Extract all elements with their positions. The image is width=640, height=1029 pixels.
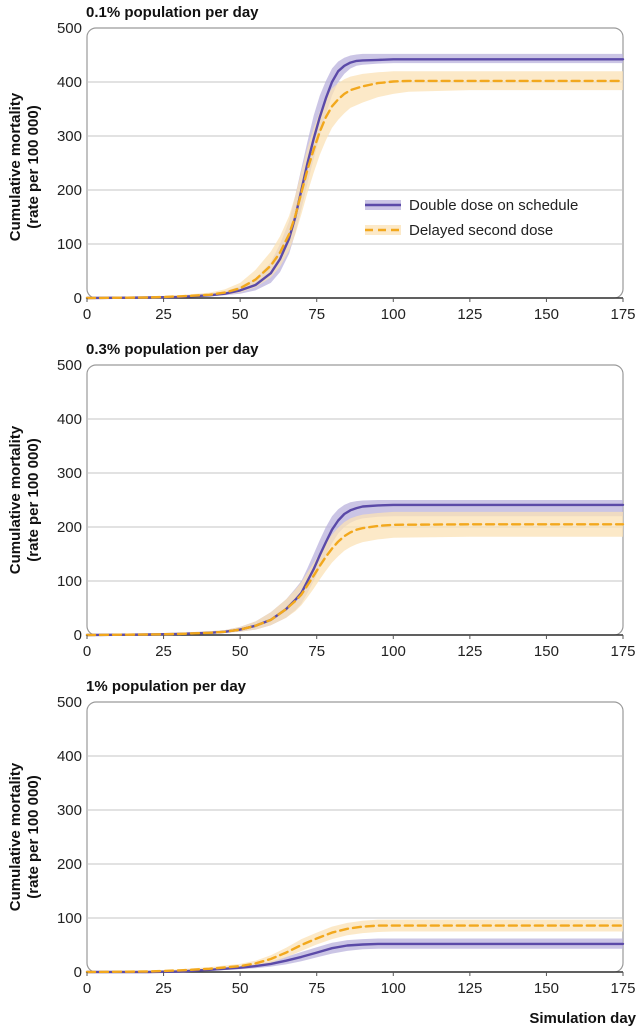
x-tick-label: 25 xyxy=(155,643,172,660)
x-tick-label: 150 xyxy=(534,306,559,323)
y-tick-label: 200 xyxy=(57,182,82,199)
x-tick-label: 75 xyxy=(308,306,325,323)
panel-title: 1% population per day xyxy=(86,678,247,695)
x-tick-label: 50 xyxy=(232,643,249,660)
x-tick-label: 125 xyxy=(457,306,482,323)
y-tick-label: 200 xyxy=(57,519,82,536)
series-line-delayed xyxy=(85,79,625,300)
y-tick-label: 100 xyxy=(57,236,82,253)
panel-title: 0.1% population per day xyxy=(86,4,259,21)
x-tick-label: 150 xyxy=(534,643,559,660)
plot-area xyxy=(85,701,625,974)
x-tick-label: 75 xyxy=(308,643,325,660)
x-tick-label: 100 xyxy=(381,980,406,997)
y-tick-label: 500 xyxy=(57,20,82,37)
panel-0-1-percent: 0.1% population per day Cumulative morta… xyxy=(7,4,636,323)
y-axis-label-line2: (rate per 100 000) xyxy=(25,438,42,561)
y-tick-label: 200 xyxy=(57,856,82,873)
y-tick-label: 400 xyxy=(57,411,82,428)
x-tick-label: 50 xyxy=(232,306,249,323)
legend-label: Double dose on schedule xyxy=(409,197,578,214)
x-tick-label: 0 xyxy=(83,643,91,660)
y-tick-label: 100 xyxy=(57,573,82,590)
y-axis-label-line2: (rate per 100 000) xyxy=(25,775,42,898)
y-tick-label: 0 xyxy=(74,290,82,307)
plot-area xyxy=(85,27,625,300)
x-tick-label: 50 xyxy=(232,980,249,997)
y-tick-label: 0 xyxy=(74,964,82,981)
y-tick-label: 300 xyxy=(57,465,82,482)
series-line-delayed xyxy=(85,523,625,637)
series-line-on-schedule xyxy=(85,503,625,637)
series-line-delayed xyxy=(85,924,625,974)
y-axis-label-line2: (rate per 100 000) xyxy=(25,105,42,228)
x-tick-label: 0 xyxy=(83,306,91,323)
panel-0-3-percent: 0.3% population per day Cumulative morta… xyxy=(7,341,636,660)
x-tick-label: 125 xyxy=(457,643,482,660)
y-tick-label: 500 xyxy=(57,694,82,711)
y-tick-label: 400 xyxy=(57,74,82,91)
series-line-on-schedule xyxy=(85,58,625,300)
y-tick-label: 100 xyxy=(57,910,82,927)
y-tick-label: 400 xyxy=(57,748,82,765)
y-axis-label-line1: Cumulative mortality xyxy=(7,92,24,241)
x-tick-label: 75 xyxy=(308,980,325,997)
x-tick-label: 100 xyxy=(381,643,406,660)
x-tick-label: 175 xyxy=(610,306,635,323)
plot-frame xyxy=(86,27,624,299)
y-tick-label: 300 xyxy=(57,802,82,819)
x-tick-label: 125 xyxy=(457,980,482,997)
x-tick-label: 150 xyxy=(534,980,559,997)
confidence-band-on-schedule xyxy=(87,938,623,972)
x-tick-label: 175 xyxy=(610,980,635,997)
panel-1-percent: 1% population per day Cumulative mortali… xyxy=(7,678,637,1027)
legend-label: Delayed second dose xyxy=(409,222,553,239)
y-tick-label: 300 xyxy=(57,128,82,145)
y-axis-label-line1: Cumulative mortality xyxy=(7,762,24,911)
y-tick-label: 500 xyxy=(57,357,82,374)
x-tick-label: 0 xyxy=(83,980,91,997)
x-axis-label: Simulation day xyxy=(529,1010,636,1027)
plot-area xyxy=(85,364,625,637)
x-tick-label: 100 xyxy=(381,306,406,323)
x-tick-label: 175 xyxy=(610,643,635,660)
legend: Double dose on schedule Delayed second do… xyxy=(365,197,578,239)
x-tick-label: 25 xyxy=(155,306,172,323)
x-tick-label: 25 xyxy=(155,980,172,997)
y-tick-label: 0 xyxy=(74,627,82,644)
y-axis-label-line1: Cumulative mortality xyxy=(7,425,24,574)
panel-title: 0.3% population per day xyxy=(86,341,259,358)
